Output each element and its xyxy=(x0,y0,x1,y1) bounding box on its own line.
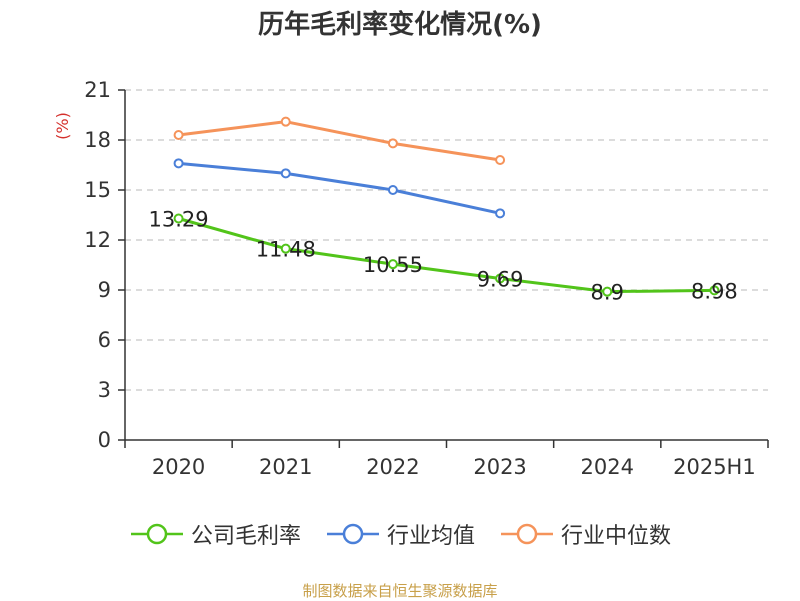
data-point xyxy=(495,208,506,219)
y-tick-label: 0 xyxy=(98,428,111,452)
legend-swatch-icon xyxy=(130,523,183,545)
data-labels: 13.29 11.48 10.55 9.69 8.9 8.98 xyxy=(149,208,738,305)
data-point xyxy=(387,185,398,195)
series xyxy=(173,116,720,297)
data-point xyxy=(495,155,506,165)
series-line xyxy=(178,120,501,162)
data-point xyxy=(173,130,184,140)
legend-item[interactable]: 行业中位数 xyxy=(499,518,671,550)
y-tick-label: 6 xyxy=(98,328,111,352)
data-label: 8.98 xyxy=(691,279,738,303)
axes: 0 3 6 9 12 15 18 21 2020 2021 2022 2023 2024 2025H1 xyxy=(84,78,769,479)
legend-swatch-icon xyxy=(326,523,379,545)
data-label: 10.55 xyxy=(363,253,423,277)
data-label: 11.48 xyxy=(256,238,316,262)
source-note: 制图数据来自恒生聚源数据库 xyxy=(302,582,498,600)
gridlines xyxy=(125,89,768,391)
chart-title: 历年毛利率变化情况(%) xyxy=(258,10,542,40)
data-point xyxy=(280,168,291,179)
legend-label: 行业均值 xyxy=(386,524,475,549)
data-point xyxy=(280,116,291,127)
x-tick-label: 2020 xyxy=(152,455,205,479)
data-point xyxy=(173,158,184,169)
y-tick-label: 21 xyxy=(84,78,111,102)
x-tick-label: 2025H1 xyxy=(673,455,756,479)
data-point xyxy=(602,286,613,297)
y-axis-label: (%) xyxy=(53,112,72,140)
y-tick-label: 3 xyxy=(98,378,111,402)
data-point xyxy=(387,138,398,149)
x-tick-label: 2022 xyxy=(366,455,419,479)
legend-item[interactable]: 行业均值 xyxy=(325,518,475,550)
x-tick-label: 2024 xyxy=(581,455,634,479)
y-tick-label: 15 xyxy=(84,178,111,202)
y-tick-label: 12 xyxy=(84,228,111,252)
data-label: 8.9 xyxy=(591,281,624,305)
series-line xyxy=(178,217,715,294)
data-label: 9.69 xyxy=(477,268,524,292)
legend-swatch-icon xyxy=(501,523,553,545)
data-point xyxy=(173,213,184,224)
x-tick-label: 2021 xyxy=(259,455,312,479)
data-point xyxy=(495,273,506,284)
data-point xyxy=(709,285,720,296)
legend-label: 行业中位数 xyxy=(561,524,672,549)
data-label: 13.29 xyxy=(149,208,209,232)
y-tick-label: 18 xyxy=(84,128,111,152)
legend-item[interactable]: 公司毛利率 xyxy=(129,518,301,550)
legend-label: 公司毛利率 xyxy=(190,524,301,549)
series-line xyxy=(178,161,501,215)
x-tick-label: 2023 xyxy=(473,455,526,479)
legend: 公司毛利率 行业均值 行业中位数 xyxy=(0,518,800,550)
data-point xyxy=(387,259,398,270)
data-point xyxy=(280,243,291,254)
y-tick-label: 9 xyxy=(98,278,111,302)
